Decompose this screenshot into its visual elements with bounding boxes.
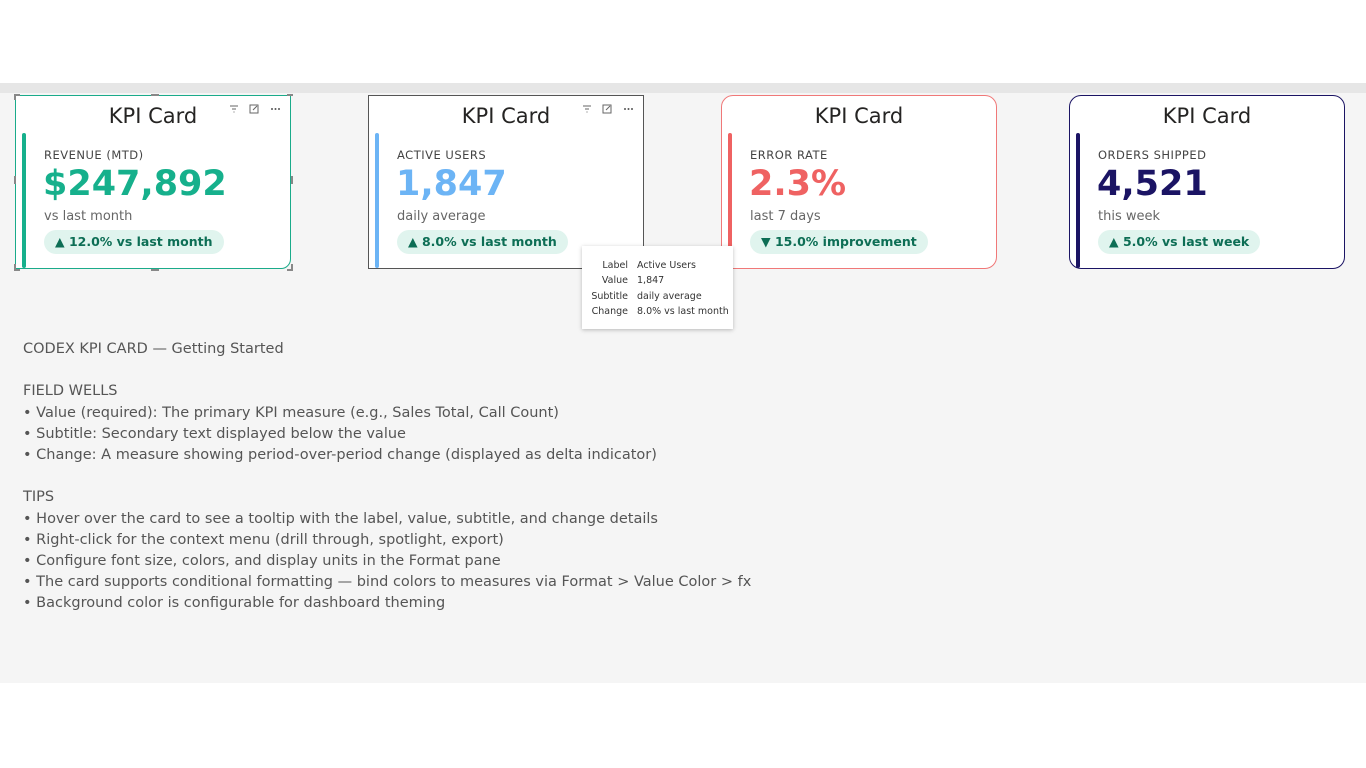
kpi-value: 4,521 [1097, 164, 1208, 204]
tooltip-row: Label Active Users [582, 258, 733, 273]
tooltip-key: Label [602, 260, 628, 271]
tooltip-value: daily average [637, 290, 702, 302]
toolbar-strip [0, 83, 1366, 93]
card-title: KPI Card [461, 104, 551, 128]
selection-handle [287, 94, 293, 96]
selection-handle [14, 269, 20, 271]
bullet-item: • Background color is configurable for d… [23, 595, 446, 612]
bullet-item: • Subtitle: Secondary text displayed bel… [23, 425, 406, 442]
tooltip-value: 8.0% vs last month [637, 305, 729, 317]
kpi-label: REVENUE (MTD) [44, 148, 144, 162]
kpi-value: 2.3% [749, 164, 847, 204]
kpi-card[interactable]: KPI Card REVENUE (MTD) $247,892 vs last mon… [14, 94, 293, 271]
bullet-item: • Configure font size, colors, and displ… [23, 553, 501, 569]
filter-icon[interactable] [583, 105, 591, 113]
bullet-item: • Value (required): The primary KPI meas… [23, 404, 559, 421]
kpi-subtitle: vs last month [44, 209, 133, 224]
more-options-icon[interactable] [271, 108, 280, 110]
change-pill: ▲ 8.0% vs last month [397, 230, 568, 254]
spacer [23, 360, 751, 381]
selection-handle [287, 269, 293, 271]
tooltip: Label Active Users Value 1,847 Subtitle daily… [582, 246, 733, 329]
notes: CODEX KPI CARD — Getting Started FIELD WE… [23, 339, 751, 615]
section-title: FIELD WELLS [23, 383, 118, 400]
change-pill: ▲ 5.0% vs last week [1098, 230, 1261, 254]
accent-bar [22, 133, 26, 268]
tooltip-key: Change [591, 305, 628, 317]
kpi-label: ORDERS SHIPPED [1098, 148, 1207, 162]
bullet-item: • Change: A measure showing period-over-… [23, 447, 657, 463]
kpi-value: 1,847 [396, 164, 507, 204]
filter-icon[interactable] [230, 105, 238, 113]
card-title: KPI Card [1162, 104, 1252, 128]
focus-mode-icon[interactable] [602, 104, 612, 114]
header-icons [228, 100, 284, 119]
visual-header-icons [583, 104, 633, 114]
bullet-item: • The card supports conditional formatti… [23, 574, 752, 591]
selection-handle [291, 176, 293, 184]
header-icons [581, 100, 637, 119]
card-title: KPI Card [814, 104, 904, 128]
selection-handle [14, 264, 16, 270]
kpi-label: ERROR RATE [750, 148, 828, 162]
kpi-value: $247,892 [43, 164, 227, 204]
visual-header-icons [230, 104, 280, 114]
selection-handle [151, 94, 159, 96]
focus-mode-icon[interactable] [249, 104, 259, 114]
tooltip-value: Active Users [637, 260, 697, 271]
notes-heading: CODEX KPI CARD — Getting Started [23, 341, 284, 357]
kpi-card[interactable]: KPI Card ERROR RATE 2.3% last 7 days ▼ 15.0%… [721, 95, 997, 269]
tooltip-key: Value [601, 275, 628, 287]
more-options-icon[interactable] [624, 108, 633, 110]
accent-bar [375, 133, 379, 268]
section-title: TIPS [23, 489, 55, 506]
change-pill: ▲ 12.0% vs last month [44, 230, 224, 254]
spacer [23, 466, 751, 487]
kpi-subtitle: daily average [397, 209, 486, 224]
change-pill: ▼ 15.0% improvement [750, 230, 928, 254]
kpi-label: ACTIVE USERS [397, 148, 487, 162]
selection-handle [14, 176, 16, 184]
selection-handle [14, 94, 20, 96]
tooltip-row: Value 1,847 [582, 273, 733, 288]
kpi-subtitle: this week [1098, 209, 1161, 224]
accent-bar [728, 133, 732, 268]
report-canvas: KPI Card REVENUE (MTD) $247,892 vs last mon… [0, 93, 1366, 683]
kpi-subtitle: last 7 days [750, 209, 821, 224]
card-title: KPI Card [108, 104, 198, 128]
tooltip-key: Subtitle [591, 290, 628, 302]
accent-bar [1076, 133, 1080, 268]
tooltip-row: Change 8.0% vs last month [582, 304, 733, 319]
selection-handle [291, 264, 293, 270]
tooltip-row: Subtitle daily average [582, 289, 733, 304]
tooltip-value: 1,847 [637, 275, 665, 287]
kpi-card[interactable]: KPI Card ACTIVE USERS 1,847 daily average ▲ … [368, 95, 644, 269]
bullet-item: • Hover over the card to see a tooltip w… [23, 510, 658, 527]
selection-handle [151, 269, 159, 271]
selection-handle [14, 94, 16, 100]
kpi-card[interactable]: KPI Card ORDERS SHIPPED 4,521 this week ▲ 5.… [1069, 95, 1345, 269]
bullet-item: • Right-click for the context menu (dril… [23, 531, 504, 548]
